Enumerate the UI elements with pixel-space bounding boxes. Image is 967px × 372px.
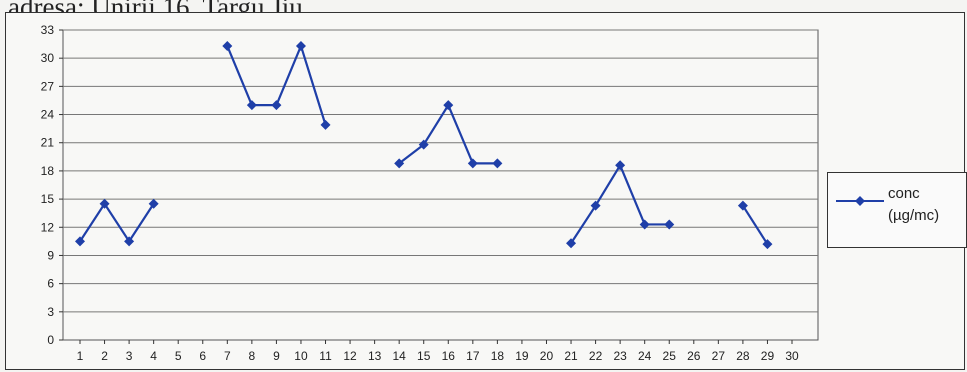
x-tick-label: 10 bbox=[294, 349, 308, 363]
y-tick-label: 27 bbox=[41, 79, 55, 93]
plot-area bbox=[62, 29, 819, 341]
data-point bbox=[222, 40, 233, 51]
x-tick-label: 28 bbox=[736, 349, 750, 363]
y-tick-label: 9 bbox=[47, 248, 54, 262]
x-tick-label: 30 bbox=[785, 349, 799, 363]
data-point bbox=[418, 139, 429, 150]
y-tick-label: 0 bbox=[47, 333, 54, 347]
y-tick-label: 24 bbox=[41, 108, 55, 122]
legend-label: conc (µg/mc) bbox=[888, 185, 940, 224]
data-point bbox=[566, 238, 577, 249]
x-tick-label: 26 bbox=[687, 349, 701, 363]
data-point bbox=[320, 119, 331, 130]
series-line bbox=[570, 162, 670, 244]
data-point bbox=[590, 200, 601, 211]
x-tick-label: 2 bbox=[101, 349, 108, 363]
x-tick-label: 14 bbox=[392, 349, 406, 363]
x-tick-label: 29 bbox=[761, 349, 775, 363]
x-tick-label: 20 bbox=[540, 349, 554, 363]
data-point bbox=[394, 158, 405, 169]
data-point bbox=[664, 219, 675, 230]
data-point bbox=[615, 160, 626, 171]
data-point bbox=[492, 158, 503, 169]
data-point bbox=[467, 158, 478, 169]
y-tick-label: 12 bbox=[41, 220, 55, 234]
x-tick-label: 21 bbox=[564, 349, 578, 363]
data-point bbox=[124, 236, 135, 247]
x-tick-label: 1 bbox=[77, 349, 84, 363]
x-tick-label: 16 bbox=[442, 349, 456, 363]
y-tick-label: 6 bbox=[47, 277, 54, 291]
data-point bbox=[443, 100, 454, 111]
x-tick-label: 15 bbox=[417, 349, 431, 363]
series-line bbox=[79, 201, 155, 244]
x-tick-label: 27 bbox=[712, 349, 726, 363]
data-point bbox=[271, 100, 282, 111]
x-tick-label: 7 bbox=[224, 349, 231, 363]
legend-marker-icon bbox=[836, 196, 884, 206]
data-point bbox=[295, 40, 306, 51]
x-tick-label: 13 bbox=[368, 349, 382, 363]
series-line bbox=[398, 102, 498, 165]
y-tick-label: 30 bbox=[41, 51, 55, 65]
data-point bbox=[737, 200, 748, 211]
data-point bbox=[75, 236, 85, 247]
series-line bbox=[741, 205, 769, 245]
x-tick-label: 17 bbox=[466, 349, 480, 363]
y-tick-label: 3 bbox=[47, 305, 54, 319]
x-tick-label: 18 bbox=[491, 349, 505, 363]
data-point bbox=[639, 219, 650, 230]
x-tick-label: 22 bbox=[589, 349, 603, 363]
x-tick-label: 11 bbox=[319, 349, 332, 363]
x-tick-label: 4 bbox=[150, 349, 157, 363]
x-tick-label: 3 bbox=[126, 349, 133, 363]
data-point bbox=[246, 100, 257, 111]
x-tick-label: 12 bbox=[343, 349, 357, 363]
x-tick-label: 8 bbox=[249, 349, 256, 363]
x-tick-label: 19 bbox=[515, 349, 529, 363]
x-tick-label: 5 bbox=[175, 349, 182, 363]
x-tick-label: 6 bbox=[199, 349, 206, 363]
data-point bbox=[99, 198, 110, 209]
x-tick-label: 9 bbox=[273, 349, 280, 363]
y-tick-label: 21 bbox=[41, 136, 55, 150]
x-tick-label: 24 bbox=[638, 349, 652, 363]
x-tick-label: 25 bbox=[663, 349, 677, 363]
x-tick-label: 23 bbox=[613, 349, 627, 363]
y-tick-label: 33 bbox=[41, 23, 55, 37]
y-tick-label: 15 bbox=[41, 192, 55, 206]
data-point bbox=[762, 239, 773, 250]
data-point bbox=[148, 198, 159, 209]
legend: conc (µg/mc) bbox=[827, 172, 967, 248]
y-tick-label: 18 bbox=[41, 164, 55, 178]
